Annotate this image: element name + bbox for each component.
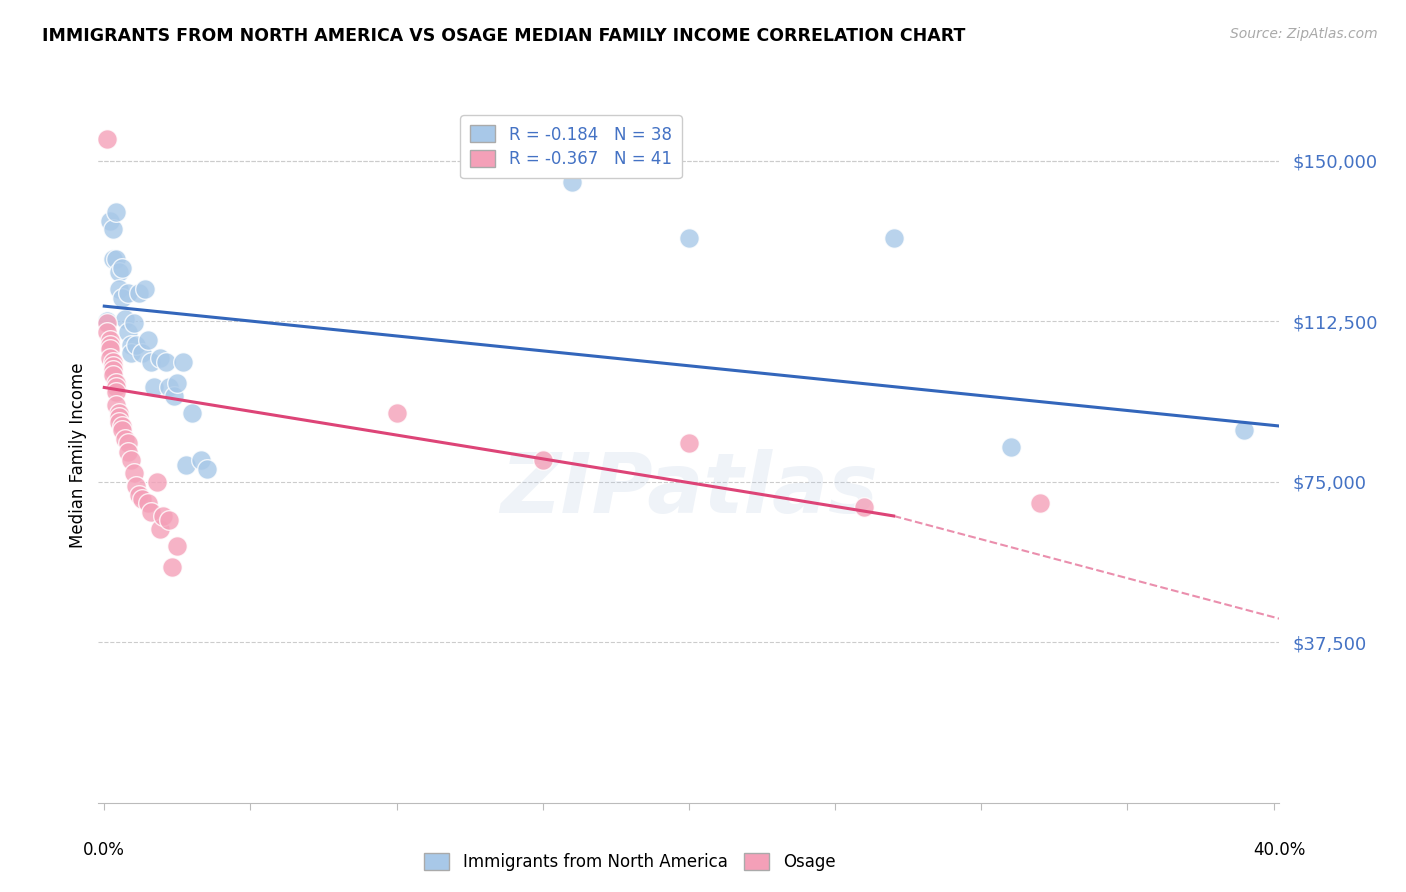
Text: ZIPatlas: ZIPatlas <box>501 450 877 530</box>
Legend: Immigrants from North America, Osage: Immigrants from North America, Osage <box>418 847 842 878</box>
Point <box>111 419 134 434</box>
Point <box>117 325 139 339</box>
Point <box>120 453 142 467</box>
Point <box>104 380 127 394</box>
Point <box>101 222 124 236</box>
Text: 0.0%: 0.0% <box>83 841 125 859</box>
Point <box>152 508 174 523</box>
Point <box>98 337 121 351</box>
Point <box>385 406 408 420</box>
Point <box>104 252 127 266</box>
Point <box>104 205 127 219</box>
Point <box>131 491 153 506</box>
Point <box>125 337 148 351</box>
Point <box>155 355 177 369</box>
Point <box>104 398 127 412</box>
Point <box>101 359 124 373</box>
Point <box>1029 496 1052 510</box>
Point <box>117 444 139 458</box>
Point <box>111 260 134 275</box>
Point <box>111 291 134 305</box>
Point <box>883 230 905 244</box>
Point <box>111 423 134 437</box>
Point <box>98 342 121 356</box>
Point <box>131 346 153 360</box>
Y-axis label: Median Family Income: Median Family Income <box>69 362 87 548</box>
Text: IMMIGRANTS FROM NORTH AMERICA VS OSAGE MEDIAN FAMILY INCOME CORRELATION CHART: IMMIGRANTS FROM NORTH AMERICA VS OSAGE M… <box>42 27 966 45</box>
Point <box>120 337 142 351</box>
Point <box>96 132 118 146</box>
Point <box>117 436 139 450</box>
Point <box>101 363 124 377</box>
Point <box>122 316 145 330</box>
Point <box>104 376 127 391</box>
Text: Source: ZipAtlas.com: Source: ZipAtlas.com <box>1230 27 1378 41</box>
Point <box>125 479 148 493</box>
Point <box>163 389 186 403</box>
Point <box>108 265 131 279</box>
Point <box>157 513 180 527</box>
Point <box>114 432 136 446</box>
Point <box>101 355 124 369</box>
Point <box>98 334 121 348</box>
Point <box>181 406 204 420</box>
Point <box>114 312 136 326</box>
Point <box>195 462 218 476</box>
Point <box>96 325 118 339</box>
Point <box>98 213 121 227</box>
Point <box>134 282 156 296</box>
Point <box>149 522 172 536</box>
Point <box>139 505 162 519</box>
Point <box>104 384 127 399</box>
Point <box>96 316 118 330</box>
Point <box>136 334 159 348</box>
Point <box>678 436 700 450</box>
Point <box>149 351 172 365</box>
Point <box>96 314 118 328</box>
Point <box>122 466 145 480</box>
Point <box>174 458 197 472</box>
Point <box>853 500 876 515</box>
Point <box>166 376 188 391</box>
Point <box>120 346 142 360</box>
Point <box>108 410 131 425</box>
Point <box>166 539 188 553</box>
Point <box>190 453 212 467</box>
Point <box>108 282 131 296</box>
Point <box>146 475 169 489</box>
Point <box>101 252 124 266</box>
Point <box>531 453 554 467</box>
Point <box>108 406 131 420</box>
Point <box>157 380 180 394</box>
Point <box>108 415 131 429</box>
Point <box>101 368 124 382</box>
Point <box>160 560 183 574</box>
Point <box>128 286 150 301</box>
Point <box>561 175 583 189</box>
Point <box>1233 423 1256 437</box>
Point <box>143 380 166 394</box>
Point <box>1000 441 1022 455</box>
Text: 40.0%: 40.0% <box>1253 841 1306 859</box>
Point <box>98 351 121 365</box>
Point <box>136 496 159 510</box>
Point <box>128 487 150 501</box>
Point <box>117 286 139 301</box>
Point <box>172 355 194 369</box>
Point <box>139 355 162 369</box>
Point <box>678 230 700 244</box>
